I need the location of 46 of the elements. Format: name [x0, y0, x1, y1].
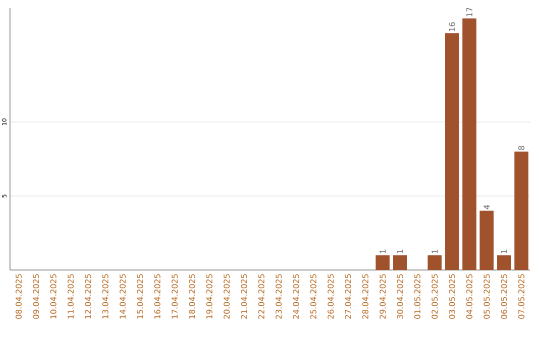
x-tick-label: 13.04.2025 — [102, 274, 108, 318]
x-tick-label: 11.04.2025 — [68, 274, 74, 318]
x-tick-label: 26.04.2025 — [328, 274, 334, 319]
x-tick-label: 17.04.2025 — [172, 274, 178, 318]
x-tick-label: 12.04.2025 — [84, 274, 92, 318]
x-tick-label: 18.04.2025 — [188, 274, 196, 318]
x-tick-label: 07.05.2025 — [518, 274, 524, 319]
data-label: 1 — [380, 250, 386, 254]
x-tick-label: 25.04.2025 — [310, 274, 316, 319]
x-tick-label: 21.04.2025 — [240, 274, 248, 319]
x-tick-label: 30.04.2025 — [396, 274, 404, 319]
x-tick-label: 29.04.2025 — [380, 274, 386, 319]
x-tick-label: 28.04.2025 — [362, 274, 368, 319]
x-tick-label: 09.04.2025 — [32, 274, 40, 319]
data-label: 4 — [484, 204, 490, 210]
x-tick-label: 08.04.2025 — [16, 274, 22, 319]
x-tick-label: 15.04.2025 — [136, 274, 144, 318]
x-tick-label: 16.04.2025 — [154, 274, 160, 318]
data-label: 16 — [448, 22, 456, 32]
data-label: 1 — [432, 250, 438, 254]
bar — [497, 255, 512, 270]
data-label: 1 — [397, 250, 403, 254]
bar — [514, 152, 528, 270]
bar — [428, 255, 442, 270]
x-tick-label: 20.04.2025 — [224, 274, 230, 319]
x-tick-label: 01.05.2025 — [414, 274, 420, 319]
x-tick-label: 23.04.2025 — [276, 274, 282, 319]
x-tick-label: 10.04.2025 — [50, 274, 56, 318]
bar — [462, 18, 476, 270]
bar — [376, 255, 390, 270]
x-tick-label: 27.04.2025 — [344, 274, 352, 319]
x-tick-label: 05.05.2025 — [484, 274, 490, 319]
x-tick-label: 04.05.2025 — [466, 274, 472, 319]
bar — [393, 255, 407, 270]
data-label: 1 — [501, 250, 507, 254]
x-tick-label: 14.04.2025 — [120, 274, 126, 318]
x-tick-label: 22.04.2025 — [258, 274, 264, 319]
x-tick-label: 19.04.2025 — [206, 274, 212, 318]
x-tick-label: 03.05.2025 — [448, 274, 456, 319]
bar — [445, 33, 460, 270]
bar — [480, 210, 494, 270]
x-tick-label: 24.04.2025 — [292, 274, 300, 319]
data-label: 17 — [466, 8, 472, 16]
data-label: 8 — [518, 146, 524, 150]
x-tick-label: 06.05.2025 — [500, 274, 508, 319]
x-tick-label: 02.05.2025 — [432, 274, 438, 319]
